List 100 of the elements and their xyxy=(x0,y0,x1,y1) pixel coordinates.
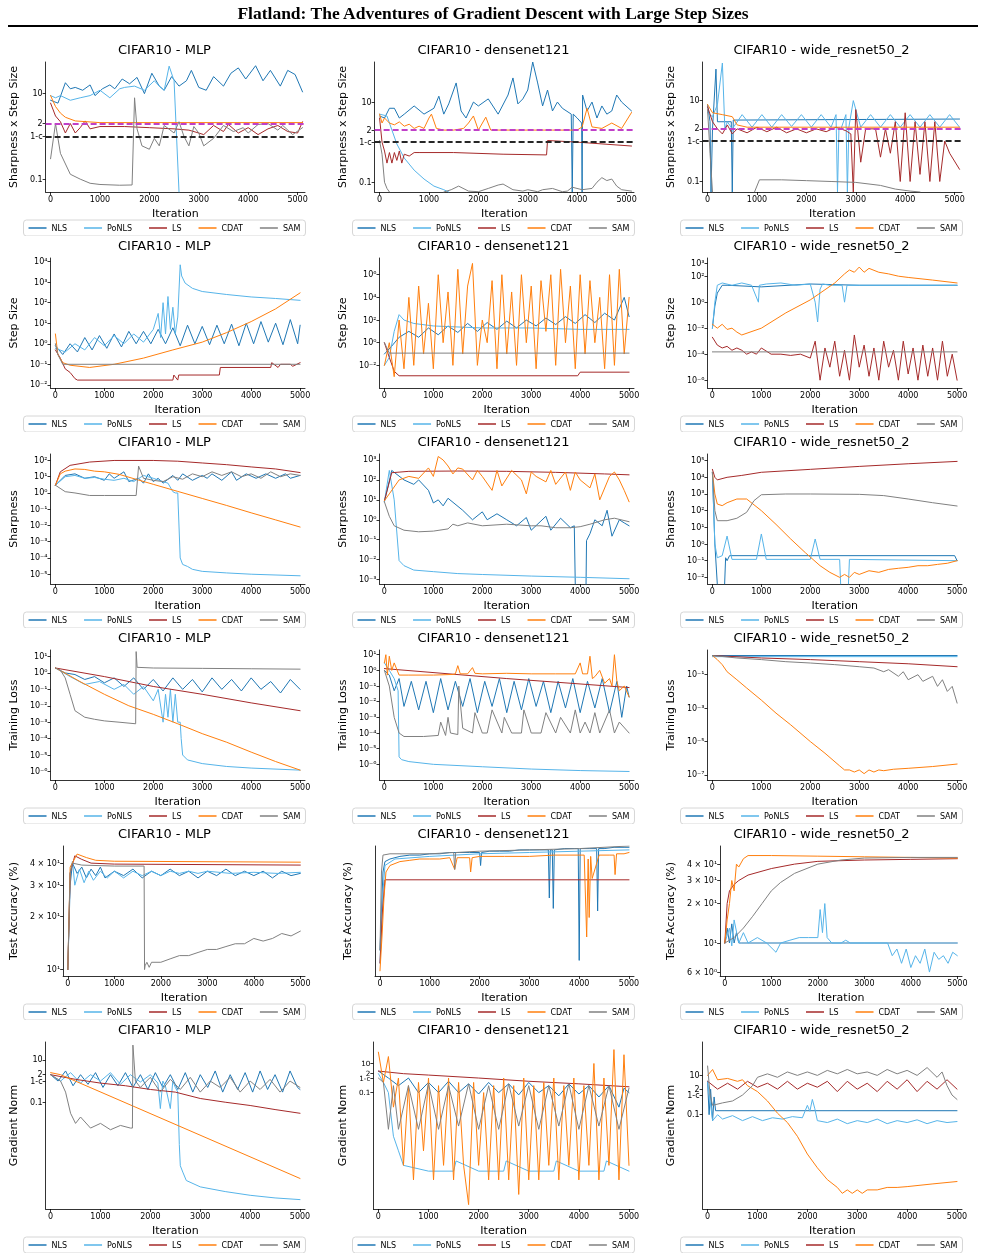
y-tick-label: 10⁻⁴ xyxy=(358,728,377,738)
x-tick-label: 3000 xyxy=(192,586,213,596)
x-tick-label: 1000 xyxy=(751,782,772,792)
y-tick-label: 10² xyxy=(362,315,377,325)
y-tick-label: 4 × 10¹ xyxy=(29,858,61,868)
chart-title: CIFAR10 - densenet121 xyxy=(417,826,570,841)
x-tick-label: 1000 xyxy=(417,1211,439,1221)
x-tick-label: 2000 xyxy=(468,1211,489,1221)
y-axis-title: Step Size xyxy=(664,297,678,349)
legend-label: PoNLS xyxy=(107,419,132,429)
y-tick-label: 10⁻⁴ xyxy=(687,349,705,359)
x-tick-label: 1000 xyxy=(94,390,115,400)
y-tick-label: 0.1 xyxy=(29,174,43,184)
x-axis-title: Iteration xyxy=(483,402,530,416)
y-tick-label: 10⁻³ xyxy=(687,703,705,713)
x-tick-label: 3000 xyxy=(192,782,213,792)
chart-title: CIFAR10 - MLP xyxy=(118,630,212,645)
line-series xyxy=(377,1070,630,1108)
line-series xyxy=(378,61,632,193)
x-tick-label: 0 xyxy=(710,782,716,792)
x-tick-label: 1000 xyxy=(761,978,782,988)
x-tick-label: 1000 xyxy=(747,194,768,204)
legend-label: CDAT xyxy=(221,419,243,429)
line-series xyxy=(50,102,304,136)
x-tick-label: 3000 xyxy=(188,194,209,204)
y-tick-label: 3 × 10¹ xyxy=(687,875,718,885)
x-tick-label: 4000 xyxy=(898,782,919,792)
y-tick-label: 10⁰ xyxy=(34,668,48,678)
x-tick-label: 3000 xyxy=(849,390,870,400)
y-axis-title: Sharpness xyxy=(7,490,20,548)
line-series xyxy=(707,104,961,128)
y-tick-label: 10⁻⁴ xyxy=(29,553,48,563)
x-tick-label: 0 xyxy=(52,586,58,596)
legend-label: NLS xyxy=(708,419,725,429)
legend-label: NLS xyxy=(708,811,725,821)
x-tick-label: 0 xyxy=(48,194,54,204)
x-tick-label: 1000 xyxy=(104,978,125,988)
line-series xyxy=(383,501,630,533)
x-tick-label: 1000 xyxy=(418,194,439,204)
x-tick-label: 0 xyxy=(705,1211,711,1221)
y-tick-label: 10¹ xyxy=(34,472,48,482)
x-axis-title: Iteration xyxy=(483,794,530,808)
line-series xyxy=(54,349,301,381)
line-series xyxy=(707,1068,958,1194)
legend-label: CDAT xyxy=(878,1007,901,1017)
y-tick-label: 10⁻⁷ xyxy=(687,770,705,780)
x-axis-title: Iteration xyxy=(151,1223,199,1237)
y-tick-label: 10⁻² xyxy=(29,520,48,530)
x-tick-label: 5000 xyxy=(947,390,968,400)
y-tick-label: 10¹ xyxy=(46,965,61,975)
legend-label: NLS xyxy=(708,615,725,625)
line-series xyxy=(378,117,632,164)
legend-label: LS xyxy=(829,223,839,233)
legend-label: SAM xyxy=(940,615,958,625)
x-tick-label: 0 xyxy=(48,1211,54,1221)
line-series xyxy=(712,460,958,481)
legend-label: LS xyxy=(172,615,182,625)
x-tick-label: 2000 xyxy=(807,978,829,988)
y-tick-label: 10⁶ xyxy=(362,270,377,280)
legend-label: NLS xyxy=(51,1007,68,1017)
x-tick-label: 0 xyxy=(377,978,383,988)
x-tick-label: 5000 xyxy=(618,782,639,792)
y-tick-label: 10⁰ xyxy=(362,665,377,675)
x-tick-label: 1000 xyxy=(422,390,444,400)
x-axis-title: Iteration xyxy=(811,402,859,416)
y-tick-label: 10² xyxy=(34,298,48,308)
y-tick-label: 10⁻² xyxy=(29,380,48,390)
y-tick-label: 10⁻¹ xyxy=(358,681,377,691)
line-series xyxy=(50,97,304,186)
y-tick-label: 10⁻⁵ xyxy=(29,750,48,760)
legend-label: SAM xyxy=(611,615,630,625)
y-tick-label: 10¹ xyxy=(691,522,705,532)
y-axis-title: Step Size xyxy=(7,297,20,349)
x-tick-label: 2000 xyxy=(797,1211,818,1221)
legend-label: LS xyxy=(172,419,182,429)
x-axis-title: Iteration xyxy=(818,990,865,1004)
y-axis-title: Gradient Norm xyxy=(335,1084,349,1167)
legend-label: PoNLS xyxy=(435,811,461,821)
x-tick-label: 1000 xyxy=(751,586,772,596)
x-tick-label: 5000 xyxy=(947,782,968,792)
y-tick-label: 10⁰ xyxy=(34,488,48,498)
chart-title: CIFAR10 - densenet121 xyxy=(417,630,570,645)
x-tick-label: 1000 xyxy=(90,1211,111,1221)
x-tick-label: 5000 xyxy=(618,978,639,988)
y-tick-label: 0.1 xyxy=(358,177,372,187)
legend-label: PoNLS xyxy=(764,419,790,429)
legend-label: CDAT xyxy=(550,811,572,821)
y-tick-label: 10⁻¹ xyxy=(687,556,705,566)
y-tick-label: 10¹ xyxy=(34,652,48,662)
legend-label: LS xyxy=(829,1007,839,1017)
x-axis-title: Iteration xyxy=(480,206,528,220)
legend-label: SAM xyxy=(282,615,301,625)
line-series xyxy=(54,471,301,486)
y-axis-title: Sharpness xyxy=(335,490,349,548)
legend-label: LS xyxy=(172,1240,182,1250)
y-tick-label: 10⁻¹ xyxy=(29,684,48,694)
y-tick-label: 10⁻² xyxy=(29,701,48,711)
legend-label: LS xyxy=(829,811,839,821)
legend-label: SAM xyxy=(611,811,630,821)
y-tick-label: 10⁴ xyxy=(691,472,705,482)
